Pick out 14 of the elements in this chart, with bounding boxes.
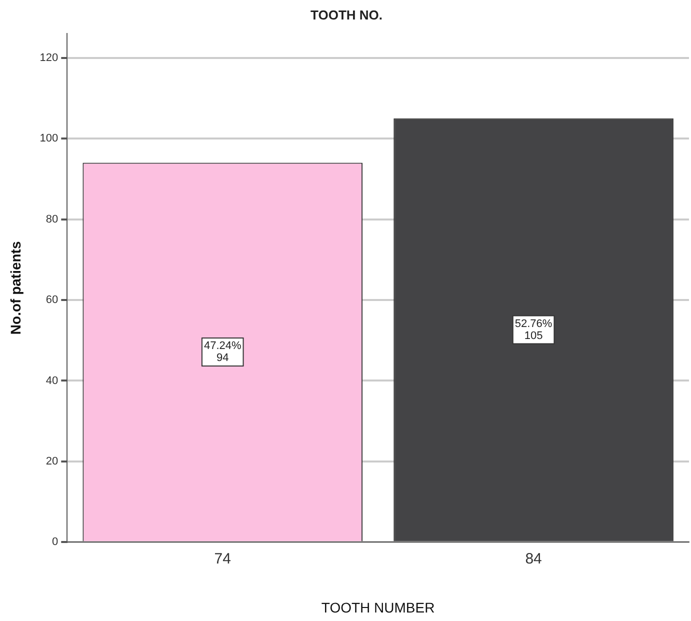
- y-tick-label: 120: [40, 52, 58, 64]
- y-tick-label: 40: [46, 374, 58, 387]
- x-axis-title: TOOTH NUMBER: [321, 599, 435, 616]
- x-tick-label: 84: [525, 550, 542, 568]
- y-tick-label: 60: [46, 294, 58, 306]
- data-label: 52.76% 105: [514, 318, 552, 342]
- x-tick-label: 74: [214, 550, 231, 568]
- y-axis-title: No.of patients: [7, 241, 24, 335]
- y-tick-label: 80: [46, 213, 58, 226]
- y-tick-label: 100: [40, 132, 58, 145]
- y-tick-label: 0: [52, 536, 58, 548]
- data-label: 47.24% 94: [204, 340, 242, 364]
- y-tick-label: 20: [46, 456, 58, 468]
- chart-title: TOOTH NO.: [310, 7, 382, 22]
